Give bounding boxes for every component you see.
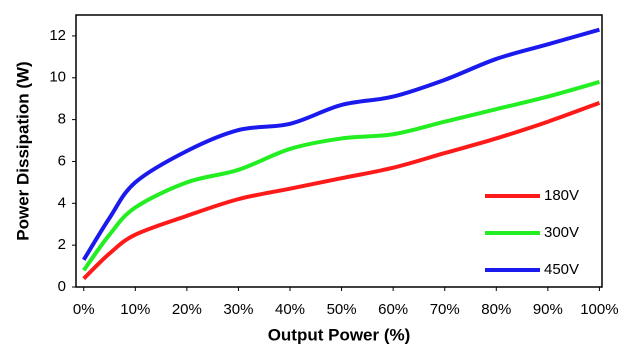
y-tick-label: 6	[58, 152, 66, 169]
y-tick-label: 2	[58, 236, 66, 253]
plot-frame	[75, 14, 603, 288]
series-line	[82, 80, 600, 272]
y-tick-label: 8	[58, 111, 66, 128]
x-tick-label: 80%	[481, 301, 511, 318]
y-tick-label: 10	[49, 69, 66, 86]
x-axis-title: Output Power (%)	[268, 325, 411, 344]
series-line	[82, 100, 601, 281]
y-tick-label: 4	[58, 194, 66, 211]
y-axis-title: Power Dissipation (W)	[13, 61, 32, 240]
legend-label: 180V	[544, 187, 579, 204]
y-tick-label: 12	[49, 27, 66, 44]
x-tick-label: 70%	[430, 301, 460, 318]
x-tick-label: 20%	[172, 301, 202, 318]
x-tick-label: 90%	[533, 301, 563, 318]
x-tick-label: 100%	[580, 301, 618, 318]
x-tick-label: 60%	[378, 301, 408, 318]
x-tick-label: 40%	[275, 301, 305, 318]
x-tick-label: 30%	[223, 301, 253, 318]
series-line	[82, 27, 600, 261]
legend-label: 300V	[544, 224, 579, 241]
legend-label: 450V	[544, 261, 579, 278]
x-tick-label: 10%	[120, 301, 150, 318]
x-tick-label: 0%	[73, 301, 95, 318]
y-tick-label: 0	[58, 278, 66, 295]
x-tick-label: 50%	[327, 301, 357, 318]
